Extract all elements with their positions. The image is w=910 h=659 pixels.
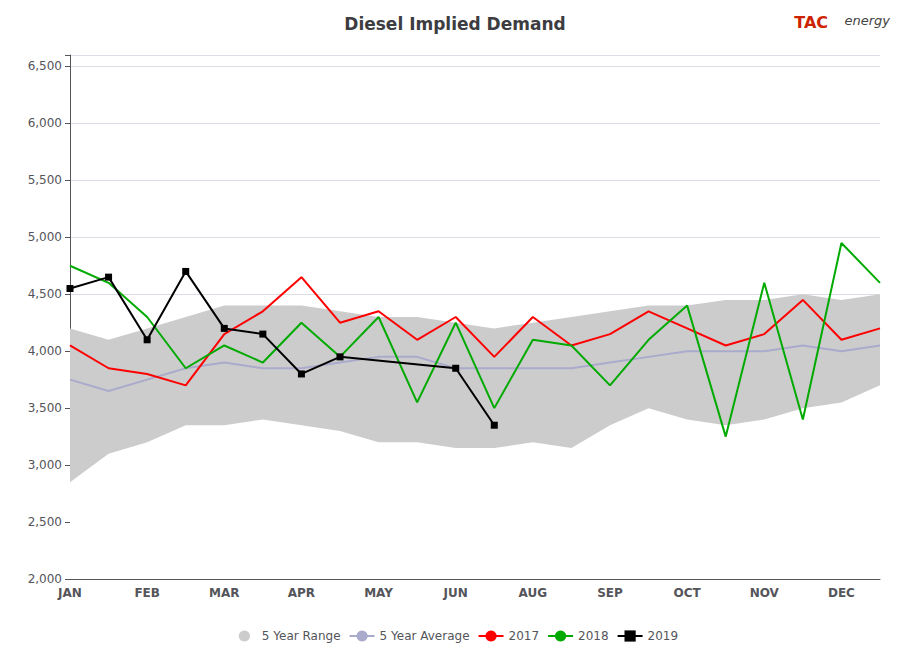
svg-text:5 Year Range: 5 Year Range	[262, 629, 341, 643]
svg-text:Diesel Implied Demand: Diesel Implied Demand	[344, 14, 565, 34]
svg-text:TAC: TAC	[794, 13, 828, 32]
svg-text:5,000: 5,000	[28, 230, 62, 244]
svg-text:5,500: 5,500	[28, 173, 62, 187]
svg-text:3,500: 3,500	[28, 401, 62, 415]
svg-text:JAN: JAN	[57, 586, 82, 600]
svg-text:energy: energy	[844, 13, 890, 28]
svg-text:2019: 2019	[648, 629, 679, 643]
svg-text:4,000: 4,000	[28, 344, 62, 358]
svg-text:MAY: MAY	[364, 586, 393, 600]
svg-text:2018: 2018	[578, 629, 609, 643]
svg-text:AUG: AUG	[519, 586, 548, 600]
svg-text:5 Year Average: 5 Year Average	[380, 629, 470, 643]
svg-text:OCT: OCT	[674, 586, 702, 600]
svg-text:APR: APR	[288, 586, 315, 600]
svg-text:MAR: MAR	[209, 586, 239, 600]
svg-text:4,500: 4,500	[28, 287, 62, 301]
svg-text:JUN: JUN	[443, 586, 468, 600]
svg-text:6,000: 6,000	[28, 116, 62, 130]
svg-text:2,500: 2,500	[28, 515, 62, 529]
svg-text:6,500: 6,500	[28, 59, 62, 73]
svg-text:3,000: 3,000	[28, 458, 62, 472]
svg-text:2,000: 2,000	[28, 572, 62, 586]
svg-text:FEB: FEB	[134, 586, 160, 600]
svg-text:DEC: DEC	[828, 586, 855, 600]
svg-text:SEP: SEP	[597, 586, 623, 600]
svg-text:NOV: NOV	[750, 586, 780, 600]
svg-text:2017: 2017	[509, 629, 540, 643]
